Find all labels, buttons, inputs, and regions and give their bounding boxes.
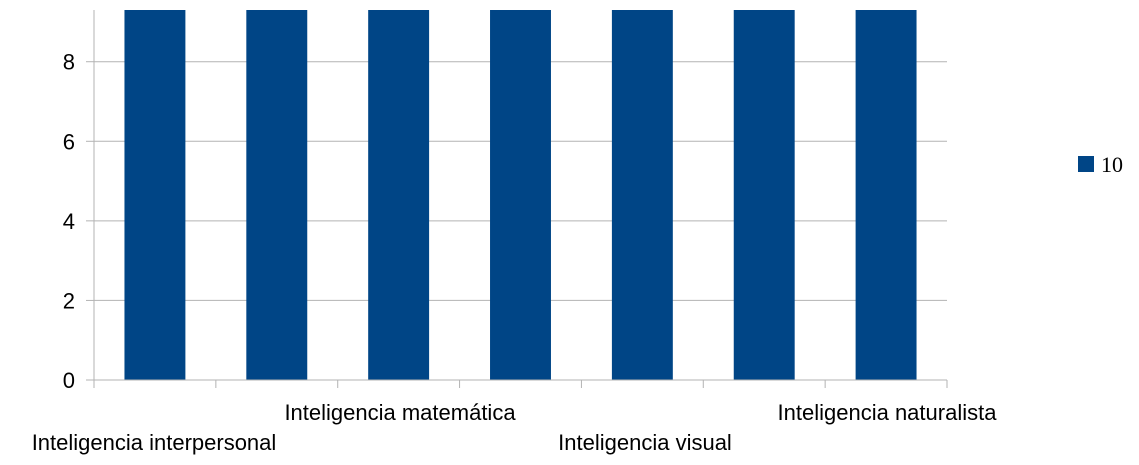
bar — [611, 10, 673, 380]
y-axis-ticks: 0 2 4 6 8 — [63, 50, 94, 393]
axes — [93, 10, 948, 388]
x-category-label: Inteligencia interpersonal — [32, 430, 277, 455]
x-category-label: Inteligencia matemática — [284, 400, 516, 425]
x-category-label: Inteligencia naturalista — [778, 400, 998, 425]
y-tick-label: 8 — [63, 50, 75, 75]
bar — [246, 10, 308, 380]
x-axis-labels: Inteligencia interpersonal Inteligencia m… — [32, 400, 998, 455]
legend-swatch — [1078, 156, 1094, 172]
y-tick-label: 2 — [63, 288, 75, 313]
bar — [733, 10, 795, 380]
bar — [368, 10, 430, 380]
y-tick-label: 6 — [63, 129, 75, 154]
bars — [124, 10, 917, 380]
bar — [855, 10, 917, 380]
y-tick-label: 4 — [63, 209, 75, 234]
bar — [124, 10, 186, 380]
y-tick-label: 0 — [63, 368, 75, 393]
x-category-label: Inteligencia visual — [558, 430, 732, 455]
bar — [490, 10, 551, 380]
legend: 10 — [1078, 152, 1123, 177]
legend-label: 10 — [1101, 152, 1123, 177]
